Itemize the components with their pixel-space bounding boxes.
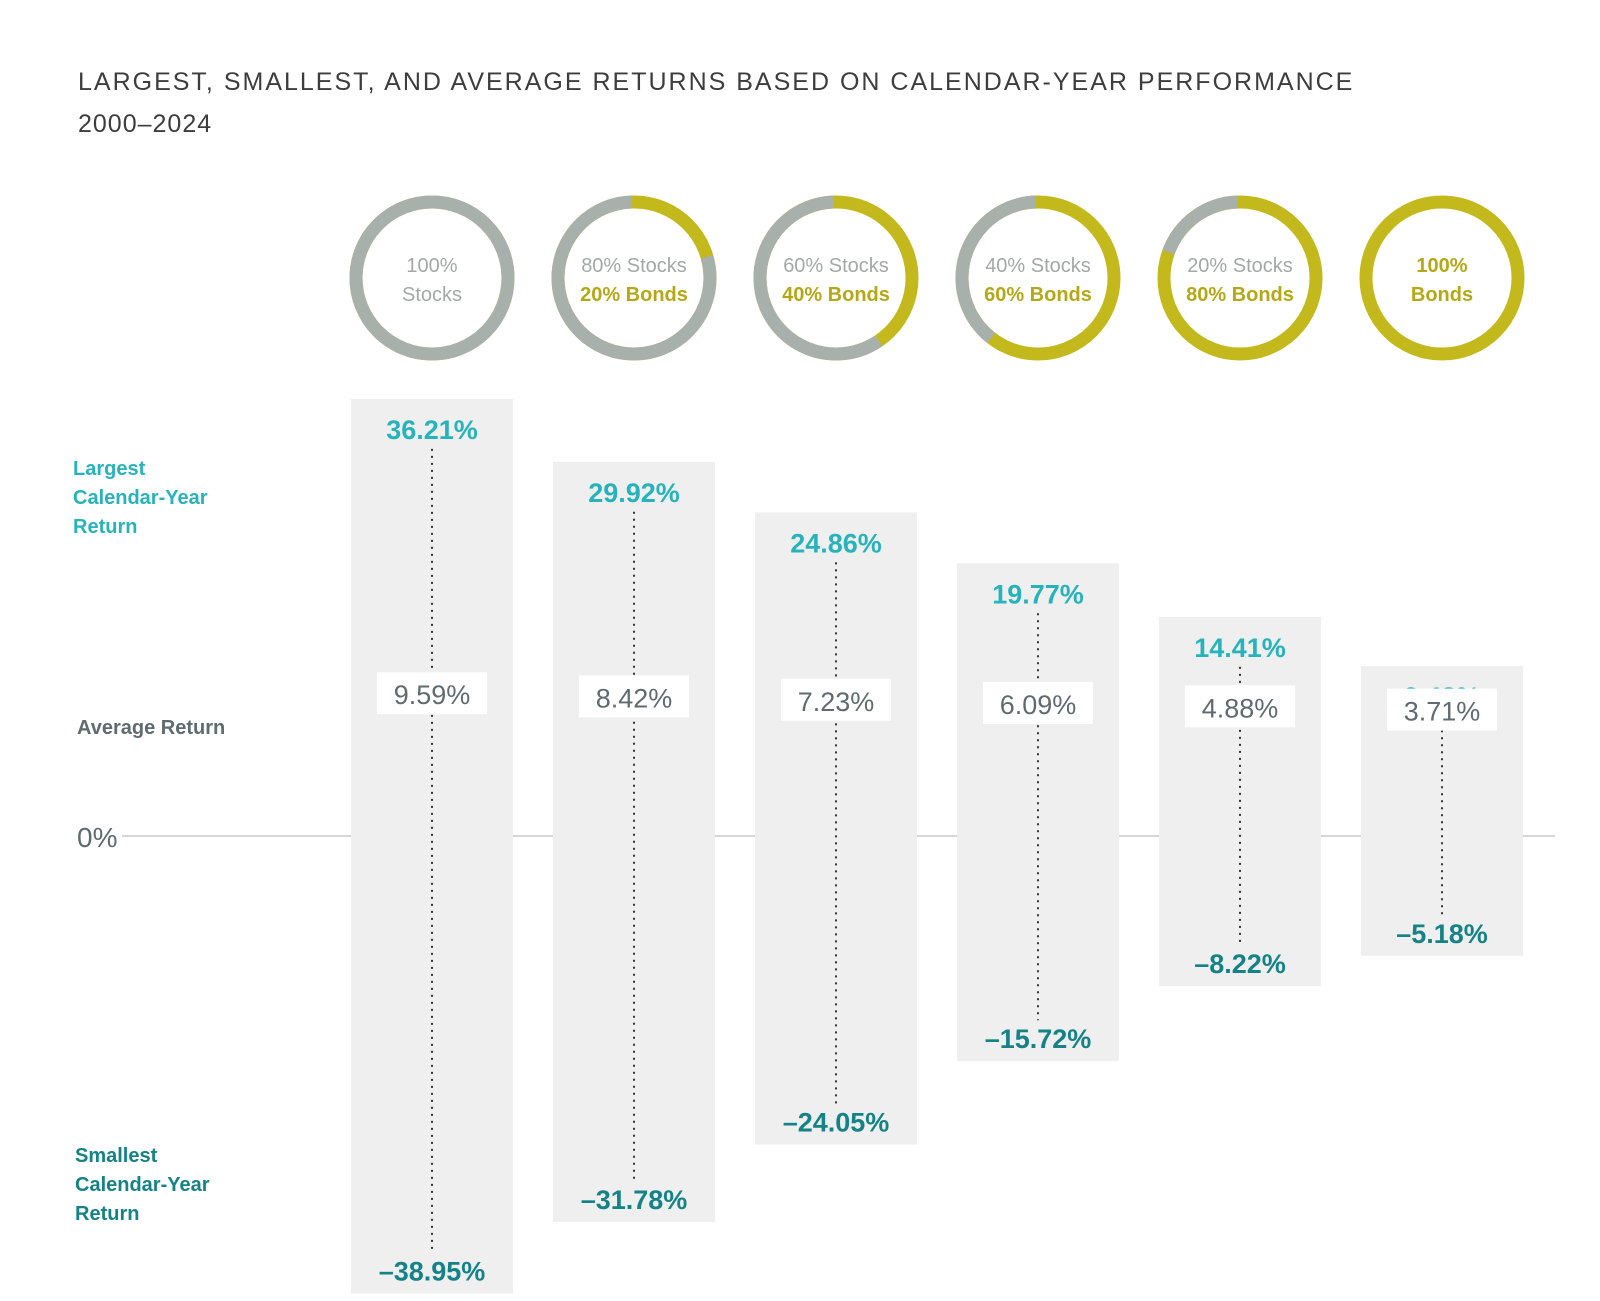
smallest-value-label: –15.72% [985,1024,1092,1054]
allocation-label-line-1: 20% Stocks [1187,255,1293,277]
average-value-label: 3.71% [1404,697,1481,727]
largest-value-label: 36.21% [386,415,478,445]
allocation-ring-stocks [349,195,515,361]
smallest-value-label: –38.95% [379,1257,486,1287]
smallest-return-label: Smallest Calendar-Year Return [75,1142,210,1229]
largest-value-label: 19.77% [992,579,1084,609]
average-value-label: 8.42% [596,683,673,713]
allocation-ring-stocks [551,195,717,361]
smallest-value-label: –31.78% [581,1185,688,1215]
allocation-ring-bonds [1359,195,1525,361]
largest-value-label: 29.92% [588,478,680,508]
chart-title: LARGEST, SMALLEST, AND AVERAGE RETURNS B… [78,68,1355,96]
smallest-value-label: –8.22% [1194,949,1286,979]
allocation-ring-bonds [1157,195,1323,361]
allocation-label-line-1: 40% Stocks [985,255,1091,277]
allocation-label-line-2: 40% Bonds [782,284,890,306]
allocation-label-line-1: 60% Stocks [783,255,889,277]
largest-return-label: Largest Calendar-Year Return [73,455,208,542]
allocation-label-line-1: 100% [406,255,457,277]
smallest-value-label: –5.18% [1396,919,1488,949]
smallest-value-label: –24.05% [783,1108,890,1138]
average-value-label: 6.09% [1000,690,1077,720]
average-value-box [1387,688,1497,731]
average-value-label: 9.59% [394,680,471,710]
average-value-box [781,678,891,721]
average-value-label: 4.88% [1202,693,1279,723]
smallest-label-line-2: Calendar-Year [75,1174,210,1196]
largest-label-line-3: Return [73,516,138,538]
average-value-box [983,681,1093,724]
zero-axis-label: 0% [77,822,118,853]
smallest-label-line-3: Return [75,1203,140,1225]
allocation-ring-stocks [753,195,919,361]
chart-subtitle: 2000–2024 [78,110,213,138]
average-value-box [579,675,689,718]
allocation-label-line-1: 80% Stocks [581,255,687,277]
allocation-label-line-2: Bonds [1411,284,1473,306]
allocation-label-line-1: 100% [1416,255,1467,277]
smallest-label-line-1: Smallest [75,1145,158,1167]
range-bar [957,563,1119,1062]
largest-label-line-1: Largest [73,458,146,480]
allocation-label-line-2: 60% Bonds [984,284,1092,306]
allocation-label-line-2: 20% Bonds [580,284,688,306]
average-value-label: 7.23% [798,687,875,717]
largest-value-label: 14.41% [1194,633,1286,663]
largest-value-label: 24.86% [790,528,882,558]
average-value-box [377,672,487,715]
allocation-ring-stocks [955,195,1121,361]
largest-label-line-2: Calendar-Year [73,487,208,509]
allocation-label-line-2: 80% Bonds [1186,284,1294,306]
allocation-label-line-2: Stocks [402,284,462,306]
average-value-box [1185,685,1295,728]
average-return-label: Average Return [77,717,226,739]
